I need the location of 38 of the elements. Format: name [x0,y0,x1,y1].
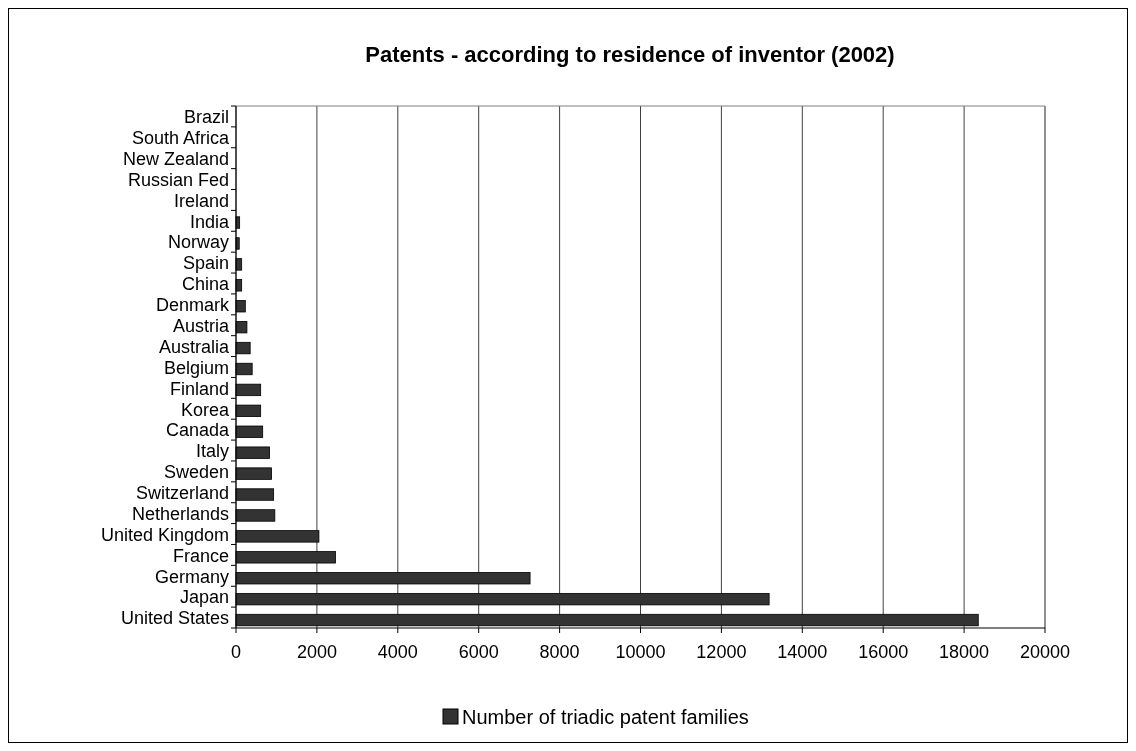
y-tick-label: United States [120,608,229,629]
y-tick-label: Switzerland [135,483,229,504]
y-tick-label: Korea [180,399,230,420]
x-tick-label: 8000 [539,642,580,662]
y-tick-label: Canada [165,420,230,441]
y-tick-label: Finland [169,378,229,399]
x-tick-label: 14000 [777,642,828,662]
y-tick-label: Ireland [173,190,229,211]
y-tick-label: Germany [154,566,229,587]
y-tick-label: United Kingdom [100,524,229,545]
y-tick-label: Denmark [155,295,230,316]
y-tick-label: Japan [179,587,229,608]
y-tick-label: Italy [195,441,229,462]
legend-label: Number of triadic patent families [462,706,749,728]
x-tick-label: 10000 [615,642,666,662]
y-tick-label: Austria [172,315,230,336]
y-tick-label: Brazil [183,107,229,128]
y-tick-label: Russian Fed [127,169,229,190]
y-tick-label: Norway [167,232,229,253]
y-tick-label: India [189,211,230,232]
x-tick-label: 20000 [1019,642,1071,662]
x-tick-label: 0 [230,642,242,662]
y-tick-label: Netherlands [131,503,229,524]
y-tick-label: South Africa [131,128,230,149]
y-tick-label: Australia [158,336,230,357]
y-tick-label: Sweden [163,462,229,483]
x-tick-label: 4000 [377,642,418,662]
y-tick-label: China [181,274,230,295]
chart-title: Patents - according to residence of inventor (2002) [365,42,895,67]
x-tick-label: 18000 [939,642,990,662]
x-tick-label: 12000 [696,642,747,662]
x-tick-label: 2000 [296,642,337,662]
y-tick-label: Spain [182,253,229,274]
x-tick-label: 6000 [458,642,499,662]
y-tick-label: New Zealand [122,148,229,169]
x-tick-label: 16000 [858,642,909,662]
y-tick-label: Belgium [163,357,229,378]
y-tick-label: France [172,545,229,566]
